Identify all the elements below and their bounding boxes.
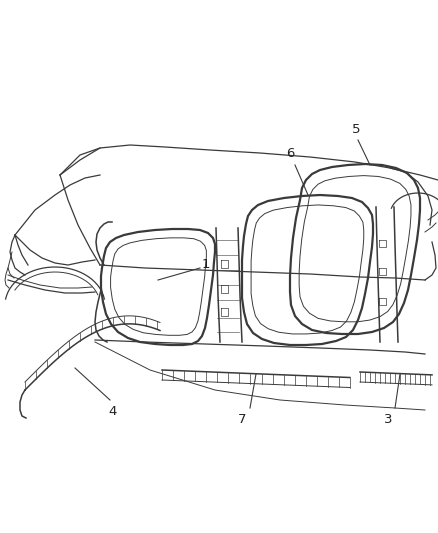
Text: 3: 3 — [384, 413, 392, 426]
Text: 6: 6 — [286, 147, 294, 160]
Text: 5: 5 — [352, 123, 360, 136]
Text: 4: 4 — [108, 405, 117, 418]
Text: 1: 1 — [202, 259, 211, 271]
Text: 7: 7 — [238, 413, 246, 426]
